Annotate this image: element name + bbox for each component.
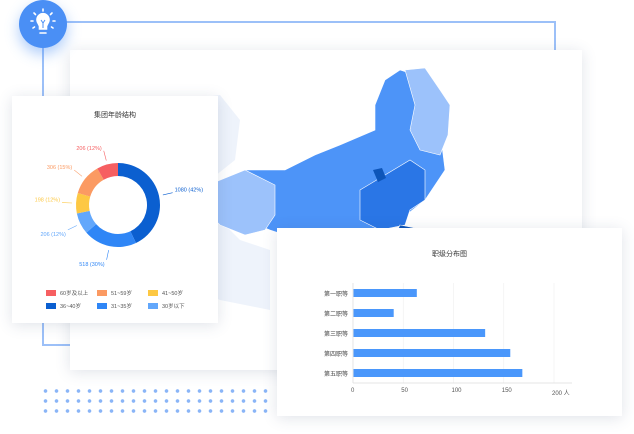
donut-data-label: 206 (12%) bbox=[76, 146, 102, 152]
donut-data-label: 1080 (42%) bbox=[175, 188, 204, 194]
x-tick-label: 200 人 bbox=[552, 391, 570, 397]
map-region-capital bbox=[373, 168, 386, 182]
legend-item[interactable]: 51~59岁 bbox=[97, 289, 132, 297]
legend-label: 36~40岁 bbox=[60, 304, 81, 310]
lightbulb-icon bbox=[30, 8, 56, 34]
y-category-label: 第五职等 bbox=[323, 372, 348, 378]
legend-swatch bbox=[148, 303, 158, 309]
legend-swatch bbox=[46, 290, 56, 296]
y-category-label: 第三职等 bbox=[323, 332, 348, 338]
legend-label: 41~50岁 bbox=[162, 291, 183, 297]
x-tick-label: 50 bbox=[401, 388, 408, 394]
legend-swatch bbox=[148, 290, 158, 296]
donut-slice[interactable] bbox=[77, 168, 104, 197]
y-category-label: 第一职等 bbox=[323, 292, 348, 298]
rank-bar-chart bbox=[352, 283, 572, 384]
donut-label-line bbox=[67, 225, 77, 231]
donut-slice[interactable] bbox=[97, 163, 118, 180]
legend-item[interactable]: 30岁以下 bbox=[148, 302, 185, 310]
donut-slice[interactable] bbox=[76, 192, 91, 214]
legend-item[interactable]: 41~50岁 bbox=[148, 289, 183, 297]
donut-slice[interactable] bbox=[76, 210, 97, 233]
age-donut-chart: 1080 (42%) 518 (30%) 206 (12%) 198 (12%) 306… bbox=[35, 146, 204, 268]
legend-label: 31~35岁 bbox=[111, 304, 132, 310]
donut-slice[interactable] bbox=[86, 224, 136, 247]
legend-label: 60岁及以上 bbox=[60, 291, 89, 297]
age-structure-card: 集团年龄结构 1080 (42%) 518 (30%) 206 (12%) 198 (… bbox=[12, 96, 218, 323]
legend-swatch bbox=[46, 303, 56, 309]
legend-item[interactable]: 60岁及以上 bbox=[46, 289, 88, 297]
bar[interactable] bbox=[353, 309, 394, 317]
donut-data-label: 198 (12%) bbox=[35, 198, 61, 204]
legend-label: 51~59岁 bbox=[111, 291, 132, 297]
bar[interactable] bbox=[353, 329, 486, 337]
legend-item[interactable]: 36~40岁 bbox=[46, 302, 81, 310]
map-region-northeast bbox=[404, 67, 451, 156]
legend-swatch bbox=[97, 290, 107, 296]
donut-label-line bbox=[74, 169, 83, 177]
rank-distribution-card: 职级分布图 0 50 100 150 200 人 第一职等第二职等第三职等第四职等第五职等 bbox=[277, 228, 622, 416]
connector-line-right bbox=[554, 21, 556, 53]
x-tick-label: 150 bbox=[501, 388, 512, 394]
donut-data-label: 206 (12%) bbox=[40, 232, 66, 238]
donut-data-label: 518 (30%) bbox=[79, 262, 105, 268]
donut-label-line bbox=[103, 150, 107, 161]
connector-line-bottom bbox=[42, 344, 72, 346]
map-region-central bbox=[359, 159, 426, 231]
donut-slice[interactable] bbox=[118, 163, 161, 243]
legend-label: 30岁以下 bbox=[162, 304, 185, 310]
donut-label-line bbox=[162, 192, 173, 196]
bar[interactable] bbox=[353, 369, 523, 377]
y-category-label: 第四职等 bbox=[323, 352, 348, 358]
bar[interactable] bbox=[353, 289, 417, 297]
lightbulb-badge bbox=[19, 0, 67, 48]
legend-item[interactable]: 31~35岁 bbox=[97, 302, 132, 310]
donut-label-line bbox=[106, 249, 109, 260]
rank-chart-title: 职级分布图 bbox=[432, 251, 467, 258]
legend-swatch bbox=[97, 303, 107, 309]
y-category-label: 第二职等 bbox=[323, 312, 348, 318]
x-tick-label: 0 bbox=[351, 388, 355, 394]
bar[interactable] bbox=[353, 349, 511, 357]
age-chart-title: 集团年龄结构 bbox=[94, 112, 136, 119]
donut-data-label: 306 (15%) bbox=[47, 165, 73, 171]
connector-line-top bbox=[60, 21, 556, 23]
x-tick-label: 100 bbox=[451, 388, 462, 394]
dot-pattern bbox=[40, 386, 272, 418]
